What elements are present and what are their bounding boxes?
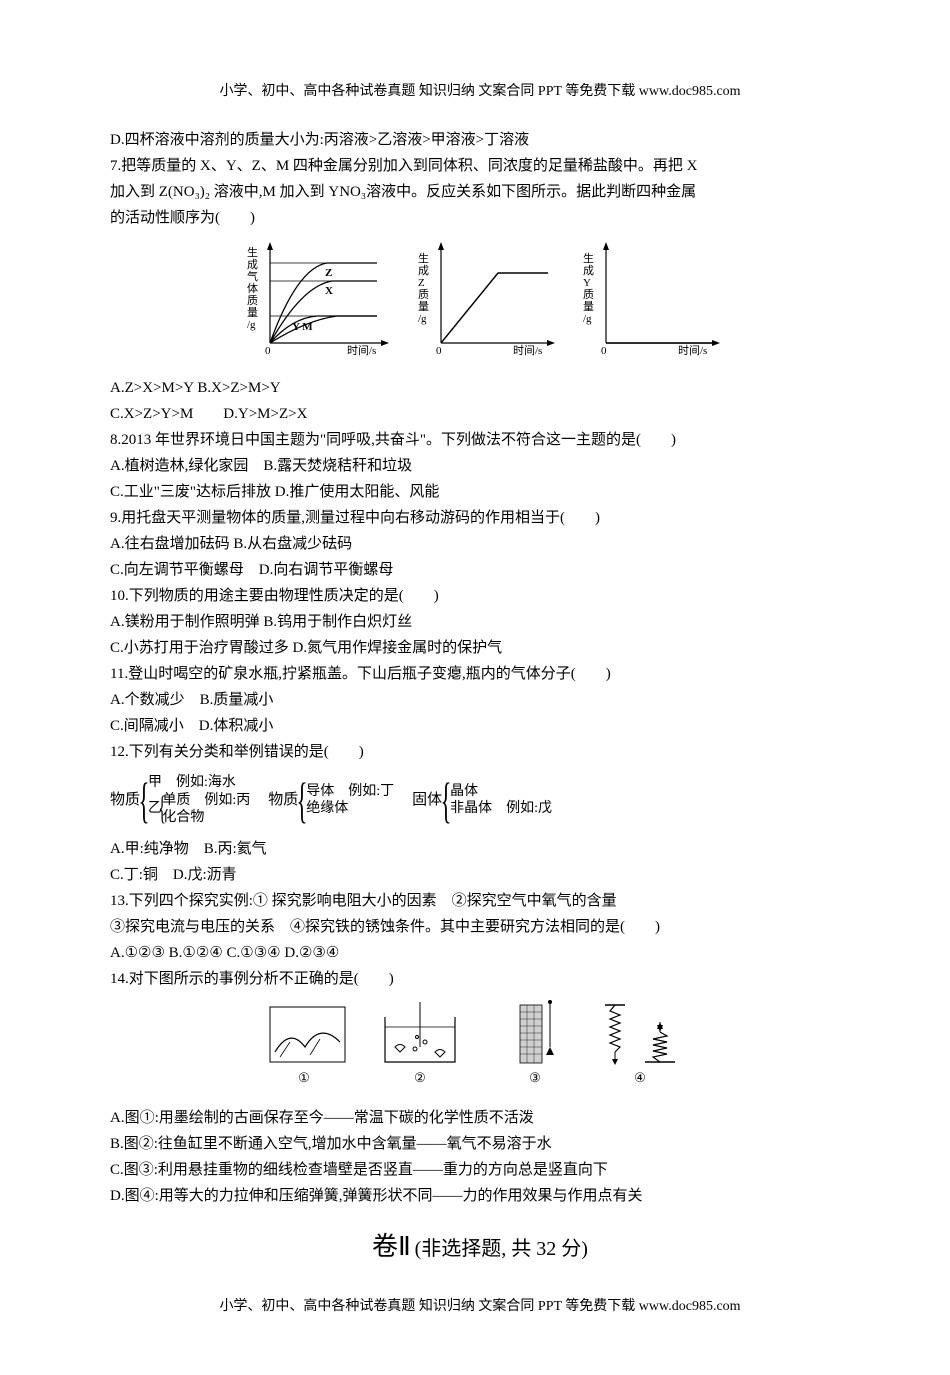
- brace1-b1: 单质 例如:丙: [162, 792, 250, 810]
- chart2-xlabel: 时间/s: [513, 344, 542, 357]
- q7-chart-1: 生成气体质量/g 0 时间/s Z X: [237, 238, 392, 358]
- q13-line2: ③探究电流与电压的关系 ④探究铁的锈蚀条件。其中主要研究方法相同的是( ): [110, 915, 850, 939]
- q7-stem-2: 加入到 Z(NO₃)₂ 溶液中,M 加入到 YNO₃溶液中。反应关系如下图所示。…: [110, 180, 850, 204]
- svg-text:①: ①: [298, 1070, 310, 1085]
- q7-option-ab: A.Z>X>M>Y B.X>Z>M>Y: [110, 376, 850, 400]
- q9-option-ab: A.往右盘增加砝码 B.从右盘减少砝码: [110, 532, 850, 556]
- page-footer: 小学、初中、高中各种试卷真题 知识归纳 文案合同 PPT 等免费下载 www.d…: [110, 1295, 850, 1315]
- brace-icon: {: [297, 778, 308, 823]
- q14-fig-2: ②: [385, 1002, 455, 1085]
- brace2-a: 导体 例如:丁: [306, 783, 394, 801]
- q12-stem: 12.下列有关分类和举例错误的是( ): [110, 740, 850, 764]
- q7-figures: 生成气体质量/g 0 时间/s Z X: [110, 238, 850, 366]
- brace-group-3: 固体 { 晶体 非晶体 例如:戊: [412, 778, 552, 823]
- q7-option-cd: C.X>Z>Y>M D.Y>M>Z>X: [110, 402, 850, 426]
- brace1-head: 物质: [110, 788, 140, 812]
- svg-text:②: ②: [414, 1070, 426, 1085]
- q6-option-d: D.四杯溶液中溶剂的质量大小为:丙溶液>乙溶液>甲溶液>丁溶液: [110, 128, 850, 152]
- chart1-ylabel: 生成气体质量/g: [247, 245, 258, 331]
- section-2-title: 卷Ⅱ (非选择题, 共 32 分): [110, 1226, 850, 1268]
- chart3-ylabel: 生成Y质量/g: [583, 251, 594, 325]
- chart3-origin: 0: [601, 345, 607, 357]
- q8-option-cd: C.工业"三废"达标后排放 D.推广使用太阳能、风能: [110, 480, 850, 504]
- q10-stem: 10.下列物质的用途主要由物理性质决定的是( ): [110, 584, 850, 608]
- q14-option-d: D.图④:用等大的力拉伸和压缩弹簧,弹簧形状不同——力的作用效果与作用点有关: [110, 1184, 850, 1208]
- brace2-b: 绝缘体: [306, 800, 394, 818]
- q12-option-cd: C.丁:铜 D.戊:沥青: [110, 863, 850, 887]
- page-header: 小学、初中、高中各种试卷真题 知识归纳 文案合同 PPT 等免费下载 www.d…: [110, 80, 850, 100]
- brace-icon: {: [441, 778, 452, 823]
- q14-fig-3: ③: [520, 1000, 554, 1085]
- brace-icon: {: [159, 794, 166, 825]
- chart1-origin: 0: [265, 345, 271, 357]
- section-2-sub: (非选择题, 共 32 分): [415, 1238, 588, 1260]
- q9-stem: 9.用托盘天平测量物体的质量,测量过程中向右移动游码的作用相当于( ): [110, 506, 850, 530]
- section-2-juan: 卷Ⅱ: [372, 1232, 411, 1261]
- chart1-label-x: X: [325, 285, 333, 297]
- brace3-head: 固体: [412, 788, 442, 812]
- q14-option-c: C.图③:利用悬挂重物的细线检查墙壁是否竖直——重力的方向总是竖直向下: [110, 1158, 850, 1182]
- svg-text:④: ④: [634, 1070, 646, 1085]
- body-content: D.四杯溶液中溶剂的质量大小为:丙溶液>乙溶液>甲溶液>丁溶液 7.把等质量的 …: [110, 128, 850, 1267]
- q7-stem-1: 7.把等质量的 X、Y、Z、M 四种金属分别加入到同体积、同浓度的足量稀盐酸中。…: [110, 154, 850, 178]
- q10-option-cd: C.小苏打用于治疗胃酸过多 D.氮气用作焊接金属时的保护气: [110, 636, 850, 660]
- brace3-a: 晶体: [450, 783, 552, 801]
- q12-option-ab: A.甲:纯净物 B.丙:氦气: [110, 837, 850, 861]
- brace-group-1: 物质 { 甲 例如:海水 乙 { 单质 例如:丙 化合物: [110, 774, 250, 827]
- q11-option-ab: A.个数减少 B.质量减小: [110, 688, 850, 712]
- q11-stem: 11.登山时喝空的矿泉水瓶,拧紧瓶盖。下山后瓶子变瘪,瓶内的气体分子( ): [110, 662, 850, 686]
- q10-option-ab: A.镁粉用于制作照明弹 B.钨用于制作白炽灯丝: [110, 610, 850, 634]
- q7-chart-2: 生成Z质量/g 0 时间/s: [408, 238, 558, 358]
- chart1-label-ym: Y M: [292, 321, 313, 333]
- chart1-label-z: Z: [325, 267, 332, 279]
- chart1-xlabel: 时间/s: [347, 344, 376, 357]
- q12-brace-block: 物质 { 甲 例如:海水 乙 { 单质 例如:丙 化合物 物质 {: [110, 774, 850, 827]
- brace-group-2: 物质 { 导体 例如:丁 绝缘体: [268, 778, 394, 823]
- q9-option-cd: C.向左调节平衡螺母 D.向右调节平衡螺母: [110, 558, 850, 582]
- q14-option-b: B.图②:往鱼缸里不断通入空气,增加水中含氧量——氧气不易溶于水: [110, 1132, 850, 1156]
- chart2-origin: 0: [436, 345, 442, 357]
- q8-stem: 8.2013 年世界环境日中国主题为"同呼吸,共奋斗"。下列做法不符合这一主题的…: [110, 428, 850, 452]
- brace1-b2: 化合物: [162, 809, 250, 827]
- q13-line1: 13.下列四个探究实例:① 探究影响电阻大小的因素 ②探究空气中氧气的含量: [110, 889, 850, 913]
- q14-fig-4: ④: [605, 1005, 675, 1085]
- brace2-head: 物质: [268, 788, 298, 812]
- brace3-b: 非晶体 例如:戊: [450, 800, 552, 818]
- chart2-ylabel: 生成Z质量/g: [418, 251, 429, 325]
- svg-text:③: ③: [529, 1070, 541, 1085]
- q8-option-ab: A.植树造林,绿化家园 B.露天焚烧秸秆和垃圾: [110, 454, 850, 478]
- q13-options: A.①②③ B.①②④ C.①③④ D.②③④: [110, 941, 850, 965]
- chart3-xlabel: 时间/s: [678, 344, 707, 357]
- q11-option-cd: C.间隔减小 D.体积减小: [110, 714, 850, 738]
- q14-stem: 14.对下图所示的事例分析不正确的是( ): [110, 967, 850, 991]
- q7-chart-3: 生成Y质量/g 0 时间/s: [573, 238, 723, 358]
- q14-fig-1: ①: [270, 1007, 345, 1085]
- q14-option-a: A.图①:用墨绘制的古画保存至今——常温下碳的化学性质不活泼: [110, 1106, 850, 1130]
- brace-icon: {: [139, 778, 150, 823]
- q14-figures: ① ②: [110, 997, 850, 1100]
- q7-stem-3: 的活动性顺序为( ): [110, 206, 850, 230]
